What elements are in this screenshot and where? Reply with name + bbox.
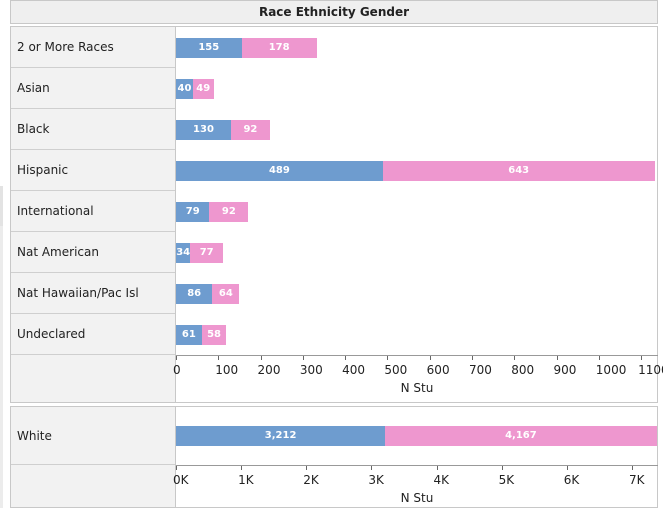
x-tick-label: 2K bbox=[303, 473, 319, 487]
x-tick-label: 700 bbox=[468, 363, 492, 377]
bar-segment[interactable] bbox=[385, 426, 657, 446]
x-tick-label: 200 bbox=[257, 363, 281, 377]
bar-data-label: 49 bbox=[196, 82, 211, 94]
x-tick-mark bbox=[514, 356, 516, 360]
category-label: Asian bbox=[11, 68, 175, 109]
bar-segment[interactable] bbox=[176, 242, 191, 263]
x-axis-title: N Stu bbox=[400, 491, 434, 505]
bar-data-label: 61 bbox=[181, 328, 196, 340]
bar-data-label: 178 bbox=[268, 41, 290, 53]
left-edge-decoration bbox=[0, 186, 3, 226]
category-label: Nat American bbox=[11, 232, 175, 273]
x-tick-mark bbox=[501, 466, 503, 470]
bar-data-label: 92 bbox=[243, 123, 258, 135]
x-tick-mark bbox=[436, 466, 438, 470]
category-label: Black bbox=[11, 109, 175, 150]
x-tick-mark bbox=[631, 466, 633, 470]
x-tick-mark bbox=[641, 356, 643, 360]
x-tick-mark bbox=[176, 356, 177, 360]
x-tick-mark bbox=[218, 356, 220, 360]
x-axis-title: N Stu bbox=[400, 381, 434, 395]
x-tick-label: 1000 bbox=[595, 363, 627, 377]
category-label: International bbox=[11, 191, 175, 232]
x-tick-mark bbox=[387, 356, 389, 360]
bar-segment[interactable] bbox=[241, 37, 317, 58]
x-axis-line bbox=[176, 355, 658, 356]
x-tick-label: 6K bbox=[563, 473, 580, 487]
x-tick-label: 100 bbox=[215, 363, 239, 377]
chart-panel-2: White 3,212 4,167 0K 1K 2K 3K 4K 5K 6K 7K N Stu bbox=[10, 406, 658, 508]
x-tick-mark bbox=[176, 466, 177, 470]
x-tick-mark bbox=[598, 356, 600, 360]
x-tick-label: 0K bbox=[173, 473, 189, 487]
x-axis-line bbox=[176, 465, 658, 466]
bar-data-label: 40 bbox=[177, 82, 192, 94]
x-tick-label: 900 bbox=[553, 363, 577, 377]
x-tick-label: 300 bbox=[299, 363, 323, 377]
bar-data-label: 489 bbox=[268, 164, 290, 176]
bar-segment[interactable] bbox=[176, 324, 202, 345]
bar-segment[interactable] bbox=[176, 426, 386, 446]
x-tick-mark bbox=[302, 356, 304, 360]
x-tick-label: 1100 bbox=[638, 363, 663, 377]
x-tick-label: 400 bbox=[342, 363, 366, 377]
x-tick-mark bbox=[471, 356, 473, 360]
x-tick-mark bbox=[260, 356, 262, 360]
x-tick-label: 1K bbox=[238, 473, 254, 487]
category-label: Hispanic bbox=[11, 150, 175, 191]
category-label-column: White bbox=[11, 407, 176, 507]
bar-segment[interactable] bbox=[176, 37, 242, 58]
bar-segment[interactable] bbox=[176, 283, 213, 304]
x-tick-label: 4K bbox=[433, 473, 450, 487]
x-tick-label: 3K bbox=[368, 473, 384, 487]
bar-segment[interactable] bbox=[230, 119, 270, 140]
bar-data-label: 643 bbox=[508, 164, 530, 176]
x-tick-label: 5K bbox=[498, 473, 515, 487]
bar-data-label: 58 bbox=[207, 328, 221, 340]
bar-data-label: 92 bbox=[221, 205, 236, 217]
x-tick-mark bbox=[566, 466, 568, 470]
x-tick-mark bbox=[556, 356, 558, 360]
bar-segment[interactable] bbox=[382, 160, 655, 181]
category-label: White bbox=[11, 407, 175, 465]
bar-data-label: 64 bbox=[218, 287, 233, 299]
bar-data-label: 130 bbox=[193, 123, 214, 135]
bar-segment[interactable] bbox=[176, 160, 383, 181]
bar-segment[interactable] bbox=[176, 119, 231, 140]
bar-segment[interactable] bbox=[212, 283, 240, 304]
bar-segment[interactable] bbox=[192, 78, 214, 99]
chart-panel-1: 2 or More Races Asian Black Hispanic Interna… bbox=[10, 26, 663, 403]
bar-segment[interactable] bbox=[176, 201, 210, 222]
category-label: 2 or More Races bbox=[11, 27, 175, 68]
x-tick-mark bbox=[345, 356, 347, 360]
bar-data-label: 79 bbox=[185, 205, 200, 217]
x-tick-label: 0 bbox=[173, 363, 181, 377]
x-tick-mark bbox=[371, 466, 373, 470]
bar-segment[interactable] bbox=[176, 78, 193, 99]
x-tick-label: 7K bbox=[628, 473, 645, 487]
category-label-column: 2 or More Races Asian Black Hispanic Interna… bbox=[11, 27, 176, 402]
left-edge-decoration-lower bbox=[0, 226, 3, 508]
x-tick-mark bbox=[241, 466, 243, 470]
bar-data-label: 3,212 bbox=[264, 430, 297, 441]
bar-segment[interactable] bbox=[201, 324, 227, 345]
category-label: Undeclared bbox=[11, 314, 175, 355]
x-tick-mark bbox=[429, 356, 431, 360]
bar-data-label: 155 bbox=[198, 41, 220, 53]
x-tick-label: 500 bbox=[384, 363, 408, 377]
category-label: Nat Hawaiian/Pac Isl bbox=[11, 273, 175, 314]
x-tick-label: 600 bbox=[426, 363, 450, 377]
bar-data-label: 86 bbox=[187, 287, 202, 299]
bar-segment[interactable] bbox=[190, 242, 223, 263]
x-tick-label: 800 bbox=[511, 363, 535, 377]
bar-data-label: 4,167 bbox=[505, 430, 537, 441]
bar-data-label: 34 bbox=[176, 246, 191, 258]
chart-title: Race Ethnicity Gender bbox=[10, 0, 658, 24]
bar-data-label: 77 bbox=[199, 246, 214, 258]
x-tick-mark bbox=[306, 466, 308, 470]
bar-segment[interactable] bbox=[209, 201, 249, 222]
